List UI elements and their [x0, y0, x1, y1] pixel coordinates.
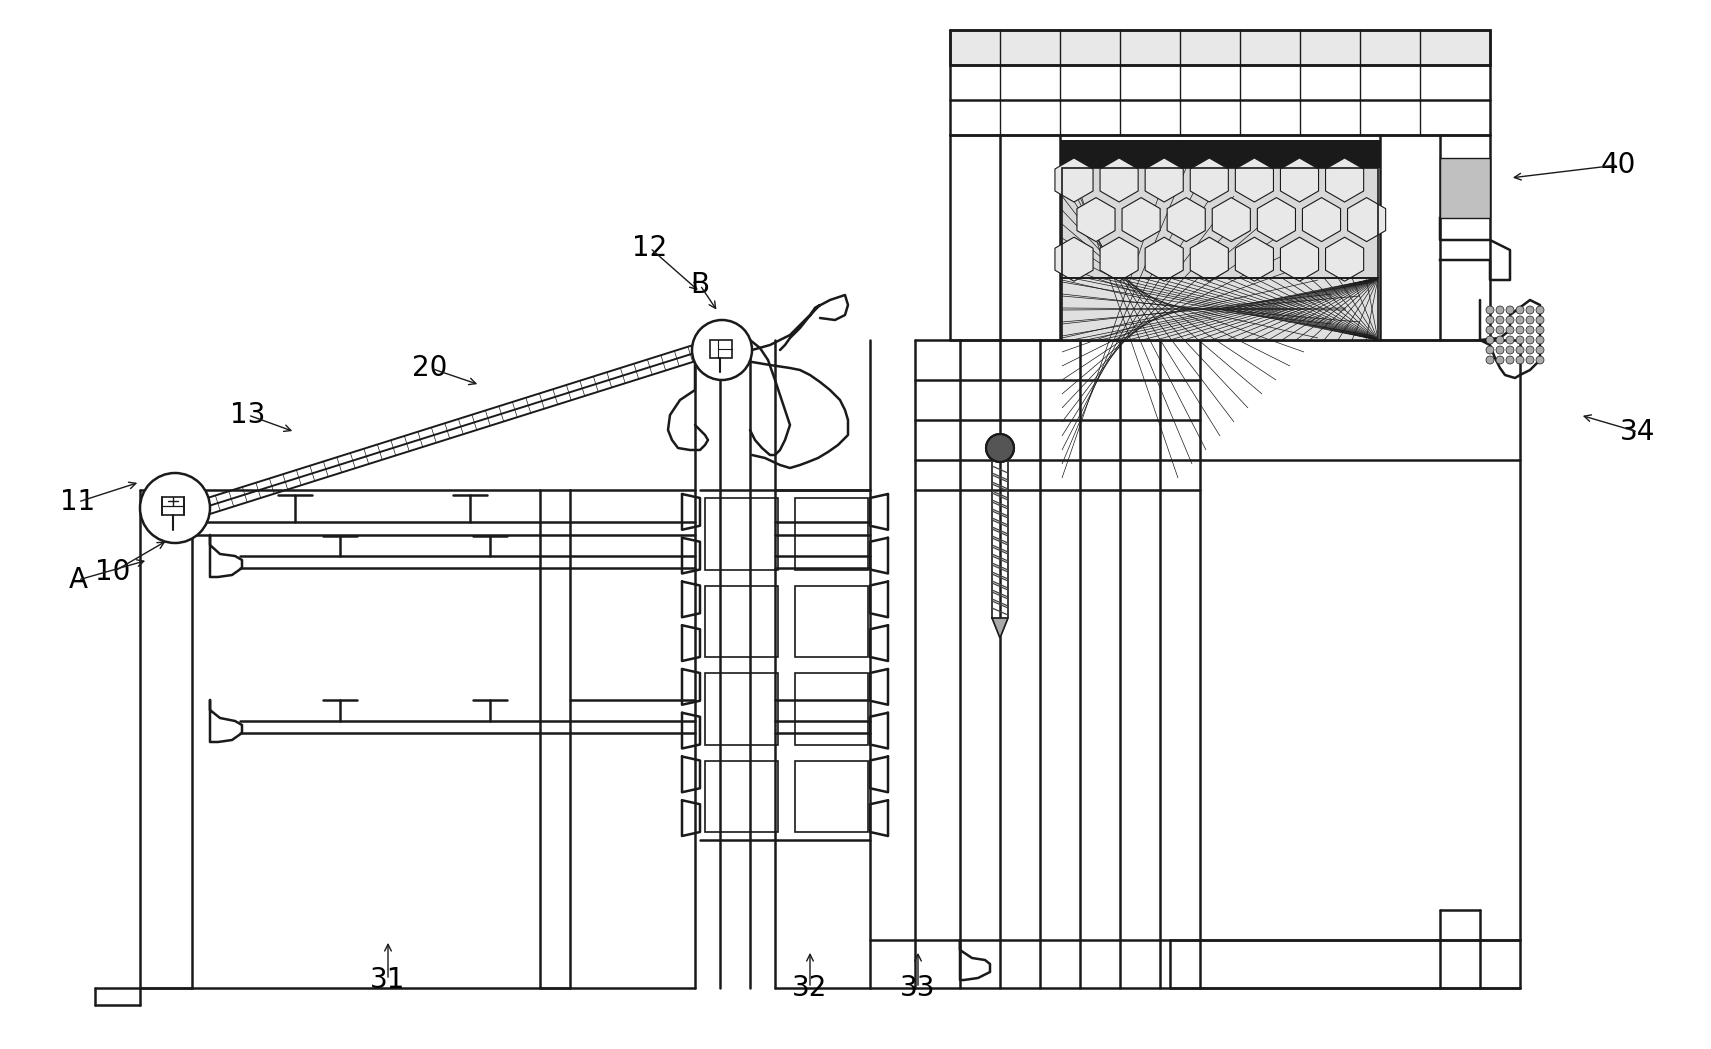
Circle shape — [1485, 326, 1494, 334]
Bar — [705, 761, 779, 832]
Polygon shape — [1235, 237, 1273, 281]
Bar — [796, 498, 867, 570]
Bar — [705, 585, 779, 657]
Circle shape — [1495, 346, 1504, 354]
Text: 33: 33 — [900, 975, 936, 1002]
Circle shape — [1485, 316, 1494, 324]
Bar — [1063, 278, 1377, 340]
Bar — [705, 498, 779, 570]
Bar — [796, 761, 867, 832]
Polygon shape — [1280, 158, 1319, 202]
Circle shape — [1526, 306, 1535, 314]
Bar — [796, 585, 867, 657]
Polygon shape — [1326, 237, 1364, 281]
Bar — [950, 30, 1490, 65]
Polygon shape — [1076, 197, 1116, 241]
Circle shape — [140, 473, 210, 543]
Polygon shape — [992, 618, 1008, 638]
Polygon shape — [1326, 158, 1364, 202]
Text: 12: 12 — [633, 234, 667, 262]
Circle shape — [1516, 326, 1525, 334]
Circle shape — [1516, 336, 1525, 344]
Polygon shape — [1056, 158, 1093, 202]
Circle shape — [1516, 346, 1525, 354]
Text: B: B — [691, 271, 710, 299]
Circle shape — [1526, 316, 1535, 324]
Polygon shape — [1280, 237, 1319, 281]
Polygon shape — [1191, 158, 1228, 202]
Text: 34: 34 — [1620, 418, 1656, 446]
Bar — [1061, 140, 1381, 168]
Circle shape — [1495, 356, 1504, 364]
Polygon shape — [1122, 197, 1160, 241]
Bar — [163, 497, 185, 515]
Circle shape — [1495, 336, 1504, 344]
Circle shape — [1526, 326, 1535, 334]
Polygon shape — [1145, 237, 1184, 281]
Circle shape — [1536, 316, 1543, 324]
Text: 10: 10 — [96, 558, 130, 586]
Circle shape — [1526, 346, 1535, 354]
Circle shape — [1536, 326, 1543, 334]
Polygon shape — [1235, 158, 1273, 202]
Polygon shape — [1056, 237, 1093, 281]
Text: 20: 20 — [412, 354, 448, 382]
Bar — [705, 673, 779, 745]
Polygon shape — [1100, 158, 1138, 202]
Circle shape — [1506, 326, 1514, 334]
Polygon shape — [1302, 197, 1340, 241]
Text: 13: 13 — [231, 401, 265, 429]
Circle shape — [1495, 306, 1504, 314]
Polygon shape — [1100, 237, 1138, 281]
Circle shape — [1526, 356, 1535, 364]
Circle shape — [1506, 316, 1514, 324]
Text: 11: 11 — [60, 488, 96, 516]
Bar — [796, 673, 867, 745]
Bar — [1063, 168, 1377, 278]
Circle shape — [1485, 306, 1494, 314]
Circle shape — [986, 434, 1015, 462]
Circle shape — [1485, 336, 1494, 344]
Polygon shape — [1191, 237, 1228, 281]
Circle shape — [1516, 306, 1525, 314]
Circle shape — [1506, 356, 1514, 364]
Polygon shape — [1258, 197, 1295, 241]
Circle shape — [1536, 306, 1543, 314]
Circle shape — [1485, 346, 1494, 354]
Text: 40: 40 — [1600, 151, 1636, 179]
Polygon shape — [1167, 197, 1205, 241]
Text: 32: 32 — [792, 975, 828, 1002]
Bar — [1063, 278, 1377, 340]
Circle shape — [1516, 356, 1525, 364]
Circle shape — [1495, 316, 1504, 324]
Bar — [1441, 158, 1490, 218]
Text: A: A — [68, 566, 87, 594]
Polygon shape — [1348, 197, 1386, 241]
Polygon shape — [1213, 197, 1251, 241]
Circle shape — [1516, 316, 1525, 324]
Bar — [1063, 168, 1377, 278]
Circle shape — [691, 320, 753, 380]
Circle shape — [1506, 306, 1514, 314]
Circle shape — [1526, 336, 1535, 344]
Circle shape — [1536, 356, 1543, 364]
Polygon shape — [1145, 158, 1184, 202]
Bar — [710, 340, 732, 358]
Circle shape — [1495, 326, 1504, 334]
Circle shape — [1536, 346, 1543, 354]
Circle shape — [1506, 336, 1514, 344]
Circle shape — [1485, 356, 1494, 364]
Circle shape — [1506, 346, 1514, 354]
Text: 31: 31 — [370, 966, 406, 994]
Circle shape — [1536, 336, 1543, 344]
